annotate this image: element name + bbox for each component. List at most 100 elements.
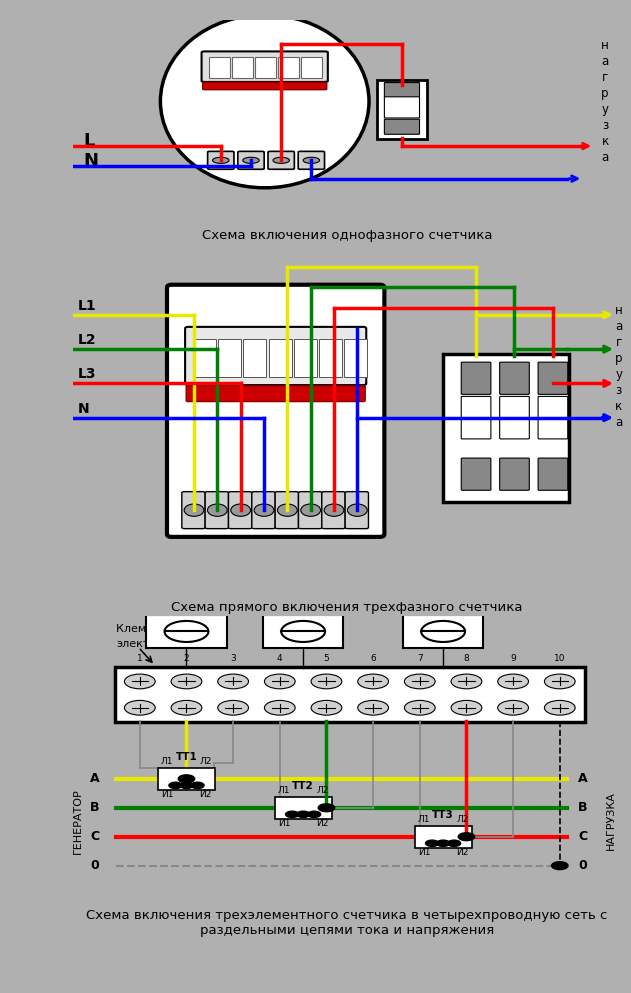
Circle shape: [318, 803, 334, 811]
Text: Л2: Л2: [316, 786, 329, 795]
FancyBboxPatch shape: [461, 396, 491, 439]
Circle shape: [191, 782, 204, 788]
FancyBboxPatch shape: [538, 396, 568, 439]
Text: L3: L3: [78, 367, 97, 381]
FancyBboxPatch shape: [205, 492, 228, 528]
FancyBboxPatch shape: [115, 667, 585, 722]
Circle shape: [545, 674, 575, 689]
Text: C: C: [90, 830, 99, 843]
Circle shape: [169, 782, 182, 788]
FancyBboxPatch shape: [322, 492, 345, 528]
FancyBboxPatch shape: [500, 458, 529, 491]
Circle shape: [264, 674, 295, 689]
Text: 7: 7: [417, 654, 423, 663]
Text: Схема прямого включения трехфазного счетчика: Схема прямого включения трехфазного счет…: [171, 601, 523, 615]
FancyBboxPatch shape: [208, 151, 234, 169]
FancyBboxPatch shape: [182, 492, 205, 528]
Circle shape: [218, 674, 249, 689]
Text: 2: 2: [184, 654, 189, 663]
Circle shape: [447, 840, 461, 846]
Circle shape: [437, 840, 450, 846]
Circle shape: [324, 504, 344, 516]
Circle shape: [243, 157, 259, 164]
Text: 5: 5: [324, 654, 329, 663]
Circle shape: [451, 700, 482, 715]
Circle shape: [498, 700, 529, 715]
Text: L2: L2: [78, 333, 97, 347]
Text: Л1: Л1: [278, 786, 290, 795]
Text: И1: И1: [161, 790, 174, 799]
FancyBboxPatch shape: [403, 615, 483, 648]
Text: L1: L1: [78, 299, 97, 313]
FancyBboxPatch shape: [384, 82, 420, 97]
FancyBboxPatch shape: [275, 492, 298, 528]
Circle shape: [213, 157, 229, 164]
FancyBboxPatch shape: [345, 339, 367, 377]
Text: ТТ2: ТТ2: [292, 781, 314, 791]
Circle shape: [404, 674, 435, 689]
Circle shape: [303, 157, 319, 164]
Circle shape: [180, 782, 193, 788]
Text: 3: 3: [230, 654, 236, 663]
Text: н
а
г
р
у
з
к
а: н а г р у з к а: [601, 39, 609, 164]
Text: 6: 6: [370, 654, 376, 663]
FancyBboxPatch shape: [384, 119, 420, 134]
Text: 9: 9: [510, 654, 516, 663]
FancyBboxPatch shape: [158, 768, 215, 789]
Text: И2: И2: [199, 790, 212, 799]
Circle shape: [124, 700, 155, 715]
Text: Л1: Л1: [161, 758, 174, 767]
FancyBboxPatch shape: [443, 355, 569, 501]
FancyBboxPatch shape: [319, 339, 342, 377]
Circle shape: [297, 811, 310, 817]
FancyBboxPatch shape: [256, 58, 276, 78]
Circle shape: [165, 621, 208, 641]
Text: НАГРУЗКА: НАГРУЗКА: [606, 791, 616, 850]
Text: электросчетчика: электросчетчика: [117, 639, 217, 649]
Text: И1: И1: [278, 819, 290, 828]
Circle shape: [545, 700, 575, 715]
Ellipse shape: [160, 15, 369, 188]
FancyBboxPatch shape: [186, 386, 365, 401]
Circle shape: [281, 621, 325, 641]
Circle shape: [171, 674, 202, 689]
Text: 0: 0: [90, 859, 99, 872]
Circle shape: [551, 862, 568, 870]
FancyBboxPatch shape: [244, 339, 266, 377]
FancyBboxPatch shape: [294, 339, 317, 377]
Text: Схема включения однофазного счетчика: Схема включения однофазного счетчика: [202, 228, 492, 242]
Circle shape: [124, 674, 155, 689]
Circle shape: [178, 775, 195, 782]
Text: A: A: [578, 773, 588, 785]
Circle shape: [498, 674, 529, 689]
Text: N: N: [83, 153, 98, 171]
Circle shape: [264, 700, 295, 715]
FancyBboxPatch shape: [461, 362, 491, 394]
Circle shape: [184, 504, 204, 516]
FancyBboxPatch shape: [278, 58, 298, 78]
Text: И2: И2: [316, 819, 329, 828]
FancyBboxPatch shape: [384, 96, 420, 118]
Circle shape: [425, 840, 439, 846]
Text: A: A: [90, 773, 99, 785]
Circle shape: [311, 700, 342, 715]
FancyBboxPatch shape: [377, 79, 427, 139]
Text: ГЕНЕРАТОР: ГЕНЕРАТОР: [73, 788, 83, 854]
Text: Л1: Л1: [418, 815, 430, 824]
FancyBboxPatch shape: [461, 458, 491, 491]
Text: И2: И2: [456, 848, 469, 857]
Circle shape: [301, 504, 321, 516]
FancyBboxPatch shape: [298, 151, 324, 169]
Circle shape: [231, 504, 251, 516]
Text: ТТ3: ТТ3: [432, 810, 454, 820]
FancyBboxPatch shape: [232, 58, 252, 78]
FancyBboxPatch shape: [302, 58, 322, 78]
Circle shape: [286, 811, 298, 817]
Circle shape: [358, 674, 389, 689]
Circle shape: [273, 157, 290, 164]
FancyBboxPatch shape: [538, 458, 568, 491]
FancyBboxPatch shape: [193, 339, 216, 377]
Circle shape: [348, 504, 367, 516]
Circle shape: [404, 700, 435, 715]
FancyBboxPatch shape: [538, 362, 568, 394]
